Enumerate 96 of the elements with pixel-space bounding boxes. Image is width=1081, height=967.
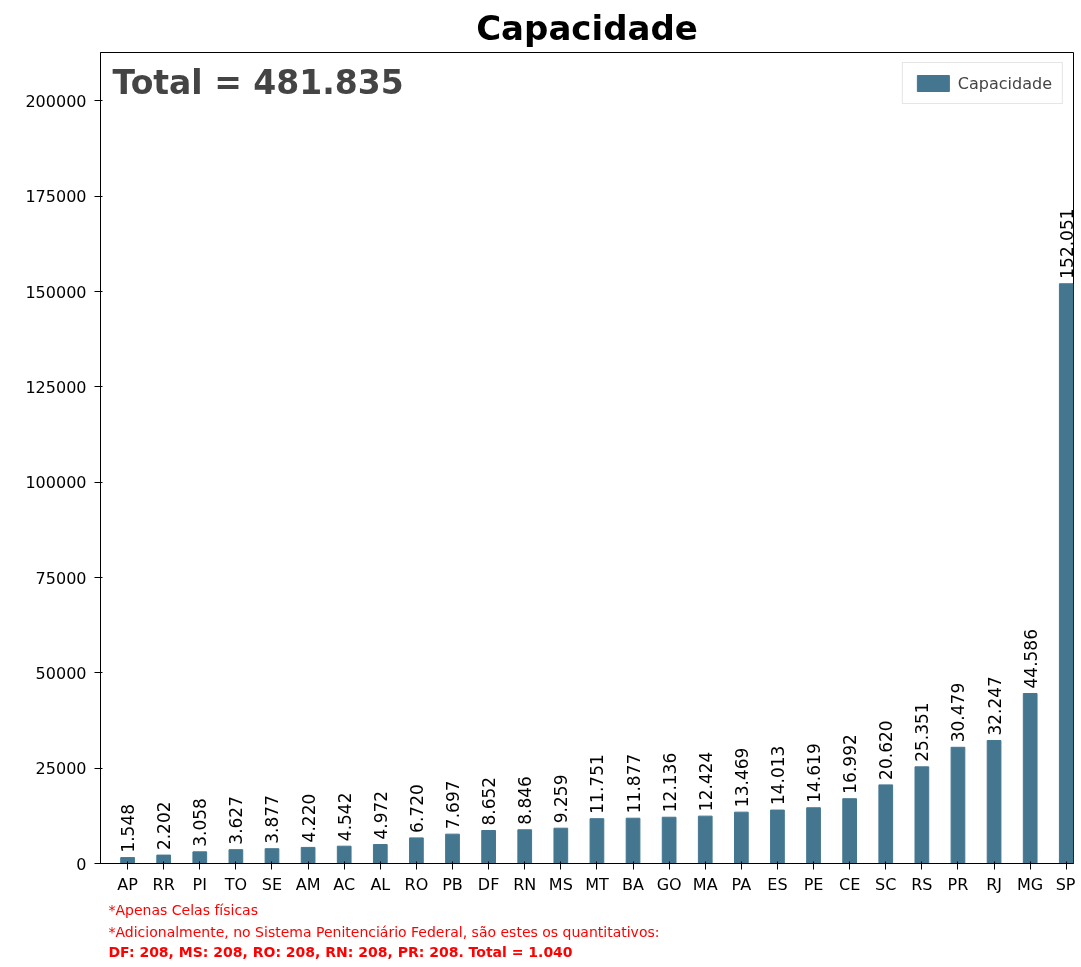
data-label: 8.652 bbox=[479, 776, 500, 826]
bar bbox=[1058, 283, 1074, 864]
data-label: 4.220 bbox=[298, 793, 319, 843]
x-tick-label: RS bbox=[911, 874, 933, 894]
x-tick-label: PI bbox=[192, 874, 207, 894]
x-tick-label: AL bbox=[370, 874, 391, 894]
bar bbox=[264, 848, 280, 864]
data-label: 152.051 bbox=[1056, 208, 1077, 279]
text: DF: 208, MS: 208, RO: 208, RN: 208, PR: 208. Total = 1.040 bbox=[108, 943, 573, 960]
x-tick-label: RJ bbox=[986, 874, 1002, 894]
x-tick-label: MT bbox=[585, 874, 609, 894]
bar bbox=[517, 829, 533, 864]
y-tick-label: 125000 bbox=[25, 377, 87, 397]
bar bbox=[192, 851, 208, 864]
y-tick-label: 100000 bbox=[25, 473, 87, 493]
bar bbox=[733, 811, 749, 864]
y-tick-label: 75000 bbox=[35, 568, 87, 588]
data-label: 4.542 bbox=[334, 792, 355, 842]
x-tick-label: SP bbox=[1055, 874, 1076, 894]
data-label: 9.259 bbox=[551, 774, 572, 824]
bar bbox=[661, 816, 677, 864]
bar bbox=[697, 815, 713, 864]
bar bbox=[156, 854, 172, 864]
data-label: 2.202 bbox=[154, 801, 175, 851]
bar bbox=[336, 845, 352, 864]
data-label: 44.586 bbox=[1020, 629, 1041, 689]
x-tick-label: AC bbox=[333, 874, 356, 894]
x-tick-label: PA bbox=[731, 874, 752, 894]
data-label: 14.013 bbox=[767, 745, 788, 806]
data-label: 25.351 bbox=[912, 702, 933, 762]
data-label: 1.548 bbox=[118, 803, 139, 853]
text: *Apenas Celas físicas bbox=[108, 901, 258, 918]
x-tick-label: RR bbox=[152, 874, 175, 894]
x-tick-label: PE bbox=[803, 874, 824, 894]
x-tick-label: MS bbox=[548, 874, 573, 894]
data-label: 7.697 bbox=[443, 780, 464, 830]
x-tick-label: TO bbox=[223, 874, 248, 894]
data-label: 8.846 bbox=[515, 776, 536, 825]
bar bbox=[589, 818, 605, 864]
data-label: 30.479 bbox=[948, 682, 969, 743]
legend-label: Capacidade bbox=[957, 73, 1052, 93]
bar bbox=[228, 849, 244, 864]
data-label: 20.620 bbox=[876, 720, 897, 780]
x-tick-label: AP bbox=[117, 874, 139, 894]
text: *Adicionalmente, no Sistema Penitenciário Federal, são estes os quantitativos: bbox=[108, 923, 660, 940]
x-tick-label: MG bbox=[1017, 874, 1044, 894]
y-tick-label: 0 bbox=[76, 854, 87, 874]
data-label: 11.751 bbox=[587, 754, 608, 814]
data-label: 14.619 bbox=[804, 743, 825, 803]
x-tick-label: RO bbox=[404, 874, 429, 894]
data-label: 3.058 bbox=[190, 798, 211, 847]
x-tick-label: SE bbox=[261, 874, 283, 894]
x-tick-label: MA bbox=[692, 874, 718, 894]
x-tick-label: RN bbox=[513, 874, 537, 894]
x-tick-label: CE bbox=[839, 874, 861, 894]
data-label: 3.627 bbox=[226, 796, 247, 845]
bar bbox=[1022, 693, 1038, 864]
x-tick-label: AM bbox=[295, 874, 321, 894]
bar bbox=[842, 798, 858, 864]
x-tick-label: ES bbox=[767, 874, 788, 894]
bar bbox=[553, 827, 569, 864]
bar bbox=[950, 746, 966, 864]
data-label: 12.136 bbox=[659, 752, 680, 813]
x-tick-label: GO bbox=[656, 874, 682, 894]
chart-title: Capacidade bbox=[476, 7, 698, 48]
bar bbox=[986, 740, 1002, 864]
data-label: 6.720 bbox=[406, 784, 427, 833]
x-tick-label: DF bbox=[477, 874, 500, 894]
data-label: 16.992 bbox=[840, 734, 861, 794]
y-tick-label: 175000 bbox=[25, 187, 87, 207]
bar bbox=[300, 846, 316, 864]
data-label: 32.247 bbox=[984, 676, 1005, 736]
x-tick-label: BA bbox=[622, 874, 645, 894]
bar bbox=[770, 809, 785, 864]
y-tick-label: 50000 bbox=[35, 663, 87, 683]
data-label: 13.469 bbox=[731, 747, 752, 808]
y-tick-label: 150000 bbox=[25, 282, 87, 302]
data-label: 11.877 bbox=[623, 753, 644, 814]
y-tick-label: 200000 bbox=[25, 91, 87, 111]
bar bbox=[625, 817, 641, 864]
bar bbox=[445, 833, 460, 864]
data-label: 4.972 bbox=[370, 790, 391, 840]
x-tick-label: SC bbox=[875, 874, 897, 894]
y-tick-label: 25000 bbox=[35, 759, 87, 779]
bar bbox=[806, 807, 821, 864]
bar bbox=[372, 844, 388, 864]
bar bbox=[120, 857, 135, 864]
bar bbox=[481, 830, 496, 864]
bar bbox=[878, 784, 894, 864]
x-tick-label: PB bbox=[442, 874, 463, 894]
bar bbox=[914, 766, 930, 864]
annotation: Total = 481.835 bbox=[112, 62, 404, 102]
x-tick-label: PR bbox=[947, 874, 969, 894]
data-label: 3.877 bbox=[262, 795, 283, 844]
bar bbox=[409, 837, 424, 864]
data-label: 12.424 bbox=[695, 751, 716, 812]
